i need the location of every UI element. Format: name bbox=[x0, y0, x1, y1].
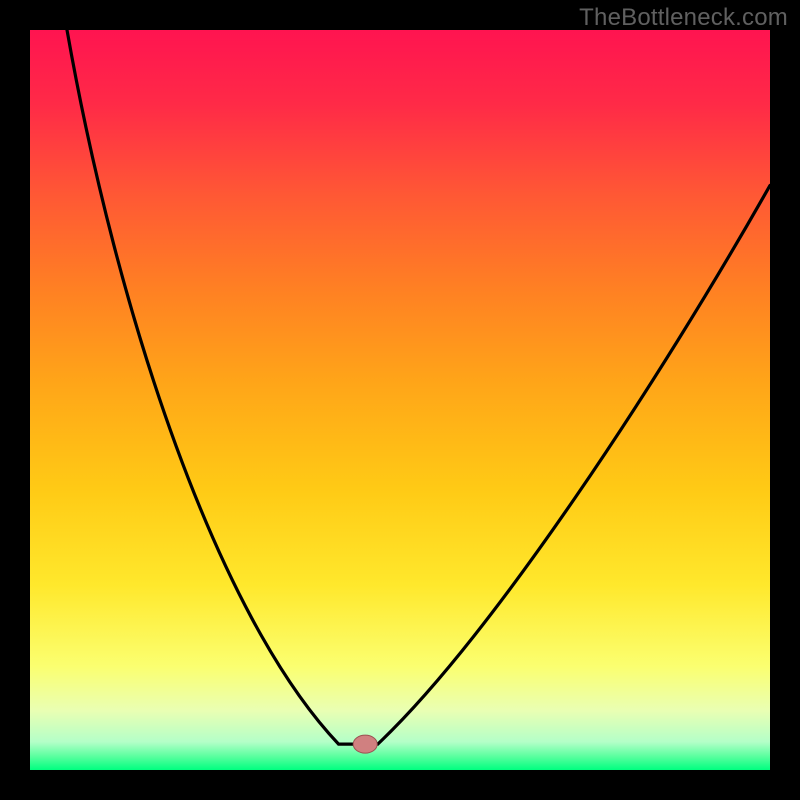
watermark-text: TheBottleneck.com bbox=[579, 4, 788, 32]
bottleneck-chart bbox=[0, 0, 800, 800]
optimal-point-marker bbox=[353, 735, 377, 753]
plot-gradient-bg bbox=[30, 30, 770, 770]
border-left bbox=[0, 0, 30, 800]
border-right bbox=[770, 0, 800, 800]
border-bottom bbox=[0, 770, 800, 800]
chart-stage: TheBottleneck.com bbox=[0, 0, 800, 800]
